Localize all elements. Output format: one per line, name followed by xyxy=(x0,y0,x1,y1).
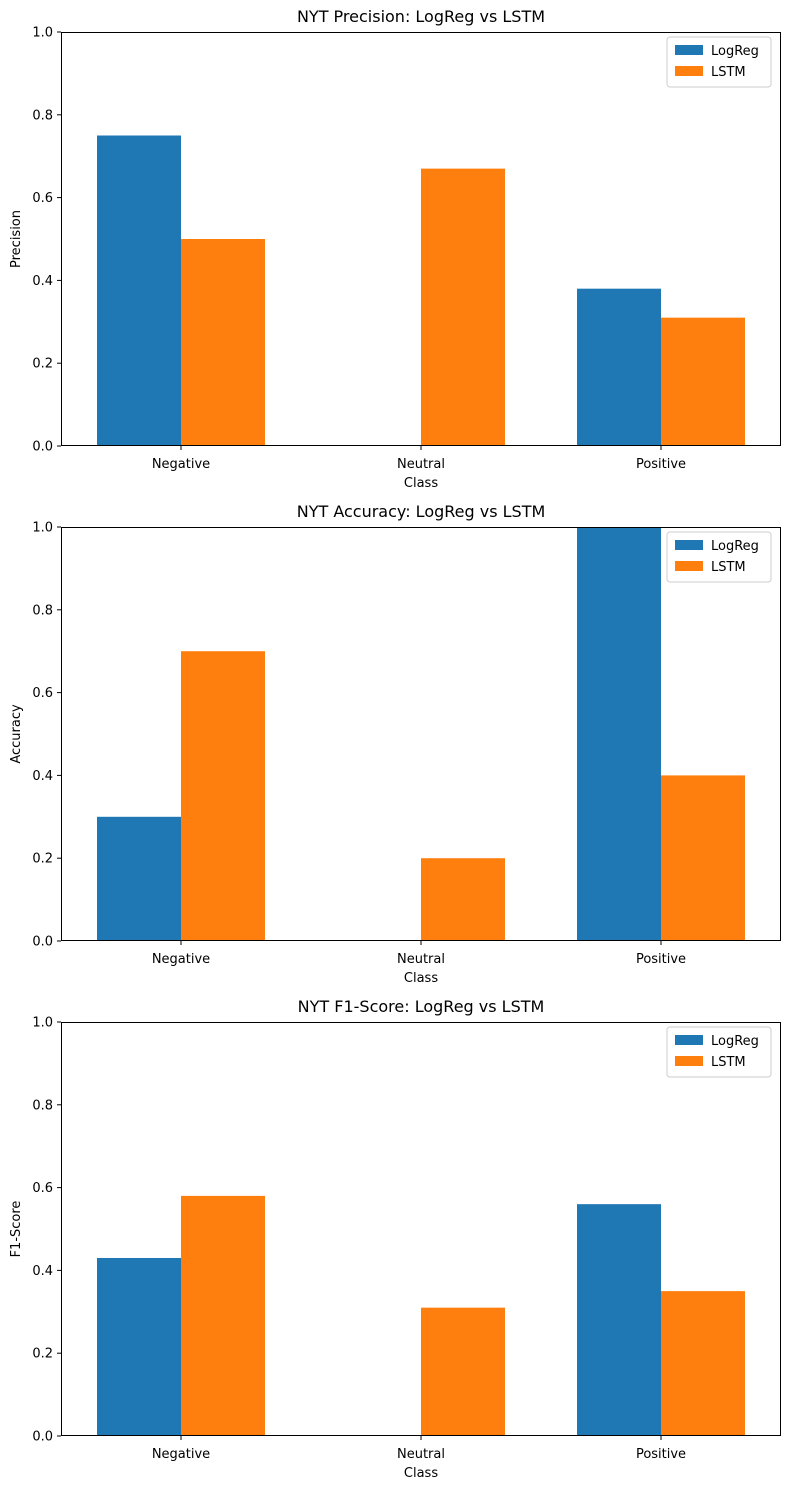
chart2-bar-lstm-positive xyxy=(661,1291,745,1436)
chart0-bar-lstm-positive xyxy=(661,317,745,446)
chart0-y-axis-label: Precision xyxy=(9,210,24,268)
chart1-y-tick-label: 0.8 xyxy=(32,603,53,618)
chart0-bars xyxy=(97,135,745,446)
chart0-x-ticks: Negative Neutral Positive xyxy=(152,446,686,472)
chart1-y-tick-label: 0.2 xyxy=(32,852,53,867)
chart2-bar-logreg-positive xyxy=(577,1204,661,1436)
chart0-bar-lstm-neutral xyxy=(421,168,505,446)
chart2-y-tick-label: 1.0 xyxy=(32,1016,53,1031)
chart1-legend-label-lstm: LSTM xyxy=(711,560,746,575)
chart0-legend-label-lstm: LSTM xyxy=(711,65,746,80)
chart1-title: NYT Accuracy: LogReg vs LSTM xyxy=(297,502,546,521)
chart1-bar-lstm-neutral xyxy=(421,858,505,941)
chart2-title: NYT F1-Score: LogReg vs LSTM xyxy=(298,997,545,1016)
chart1-bar-logreg-positive xyxy=(577,527,661,941)
chart1-axes-frame xyxy=(61,527,781,941)
chart2-y-tick-label: 0.4 xyxy=(32,1264,53,1279)
chart2-bars xyxy=(97,1195,745,1436)
chart1-bar-lstm-negative xyxy=(181,651,265,941)
chart0-legend-label-logreg: LogReg xyxy=(711,44,759,59)
chart1-bar-lstm-positive xyxy=(661,775,745,941)
chart2-y-tick-label: 0.8 xyxy=(32,1098,53,1113)
chart0-x-axis-label: Class xyxy=(404,476,438,491)
chart1-legend: LogReg LSTM xyxy=(666,531,772,583)
chart1-x-tick-label-neutral: Neutral xyxy=(397,952,445,967)
chart1-y-axis-label: Accuracy xyxy=(9,704,24,764)
chart2-x-axis-label: Class xyxy=(404,1466,438,1481)
f1-score-chart-panel: NYT F1-Score: LogReg vs LSTM 0.0 0.2 0.4 0.6… xyxy=(0,990,790,1485)
chart1-y-ticks: 0.0 0.2 0.4 0.6 0.8 1.0 xyxy=(32,521,61,950)
f1-score-chart: NYT F1-Score: LogReg vs LSTM 0.0 0.2 0.4 0.6… xyxy=(9,997,781,1481)
chart2-legend: LogReg LSTM xyxy=(666,1026,772,1078)
chart0-x-tick-label-negative: Negative xyxy=(152,457,210,472)
chart2-legend-swatch-lstm xyxy=(675,1056,703,1066)
chart0-axes-frame xyxy=(61,32,781,446)
chart2-axes-frame xyxy=(61,1022,781,1436)
chart0-y-tick-label: 0.6 xyxy=(32,191,53,206)
chart1-y-tick-label: 0.4 xyxy=(32,769,53,784)
chart1-x-tick-label-positive: Positive xyxy=(636,952,686,967)
chart2-legend-label-logreg: LogReg xyxy=(711,1034,759,1049)
precision-chart-panel: NYT Precision: LogReg vs LSTM 0.0 0.2 0.4 0.… xyxy=(0,0,790,495)
chart2-legend-swatch-logreg xyxy=(675,1035,703,1045)
chart0-legend: LogReg LSTM xyxy=(666,36,772,88)
chart1-x-axis-label: Class xyxy=(404,971,438,986)
accuracy-chart-panel: NYT Accuracy: LogReg vs LSTM 0.0 0.2 0.4 0.6… xyxy=(0,495,790,990)
chart2-bar-lstm-negative xyxy=(181,1195,265,1436)
chart1-y-tick-label: 0.6 xyxy=(32,686,53,701)
chart0-y-tick-label: 1.0 xyxy=(32,26,53,41)
chart0-legend-swatch-logreg xyxy=(675,45,703,55)
chart0-x-tick-label-neutral: Neutral xyxy=(397,457,445,472)
chart1-y-tick-label: 1.0 xyxy=(32,521,53,536)
chart2-y-tick-label: 0.0 xyxy=(32,1430,53,1445)
chart2-legend-label-lstm: LSTM xyxy=(711,1055,746,1070)
chart1-bars xyxy=(97,527,745,941)
chart2-bar-lstm-neutral xyxy=(421,1307,505,1436)
chart0-x-tick-label-positive: Positive xyxy=(636,457,686,472)
chart2-bar-logreg-negative xyxy=(97,1257,181,1436)
accuracy-chart: NYT Accuracy: LogReg vs LSTM 0.0 0.2 0.4 0.6… xyxy=(9,502,781,986)
chart0-bar-logreg-positive xyxy=(577,288,661,446)
chart0-y-tick-label: 0.4 xyxy=(32,274,53,289)
chart2-y-axis-label: F1-Score xyxy=(9,1201,24,1258)
precision-chart: NYT Precision: LogReg vs LSTM0.00.20.40.… xyxy=(9,7,781,491)
chart0-y-tick-label: 0.0 xyxy=(32,440,53,455)
chart2-x-tick-label-negative: Negative xyxy=(152,1447,210,1462)
chart2-y-tick-label: 0.6 xyxy=(32,1181,53,1196)
chart0-bar-lstm-negative xyxy=(181,239,265,446)
chart2-x-tick-label-positive: Positive xyxy=(636,1447,686,1462)
chart2-x-tick-label-neutral: Neutral xyxy=(397,1447,445,1462)
chart0-y-tick-label: 0.8 xyxy=(32,108,53,123)
chart2-y-ticks: 0.0 0.2 0.4 0.6 0.8 1.0 xyxy=(32,1016,61,1445)
chart1-x-tick-label-negative: Negative xyxy=(152,952,210,967)
chart0-bar-logreg-negative xyxy=(97,135,181,446)
chart0-y-tick-label: 0.2 xyxy=(32,357,53,372)
chart0-legend-swatch-lstm xyxy=(675,66,703,76)
chart1-bar-logreg-negative xyxy=(97,816,181,941)
chart1-legend-swatch-logreg xyxy=(675,540,703,550)
chart1-legend-swatch-lstm xyxy=(675,561,703,571)
chart1-y-tick-label: 0.0 xyxy=(32,935,53,950)
chart0-y-ticks: 0.0 0.2 0.4 0.6 0.8 1.0 xyxy=(32,26,61,455)
chart2-y-tick-label: 0.2 xyxy=(32,1347,53,1362)
chart1-legend-label-logreg: LogReg xyxy=(711,539,759,554)
chart0-title: NYT Precision: LogReg vs LSTM xyxy=(297,7,545,26)
chart2-x-ticks: Negative Neutral Positive xyxy=(152,1436,686,1462)
chart1-x-ticks: Negative Neutral Positive xyxy=(152,941,686,967)
